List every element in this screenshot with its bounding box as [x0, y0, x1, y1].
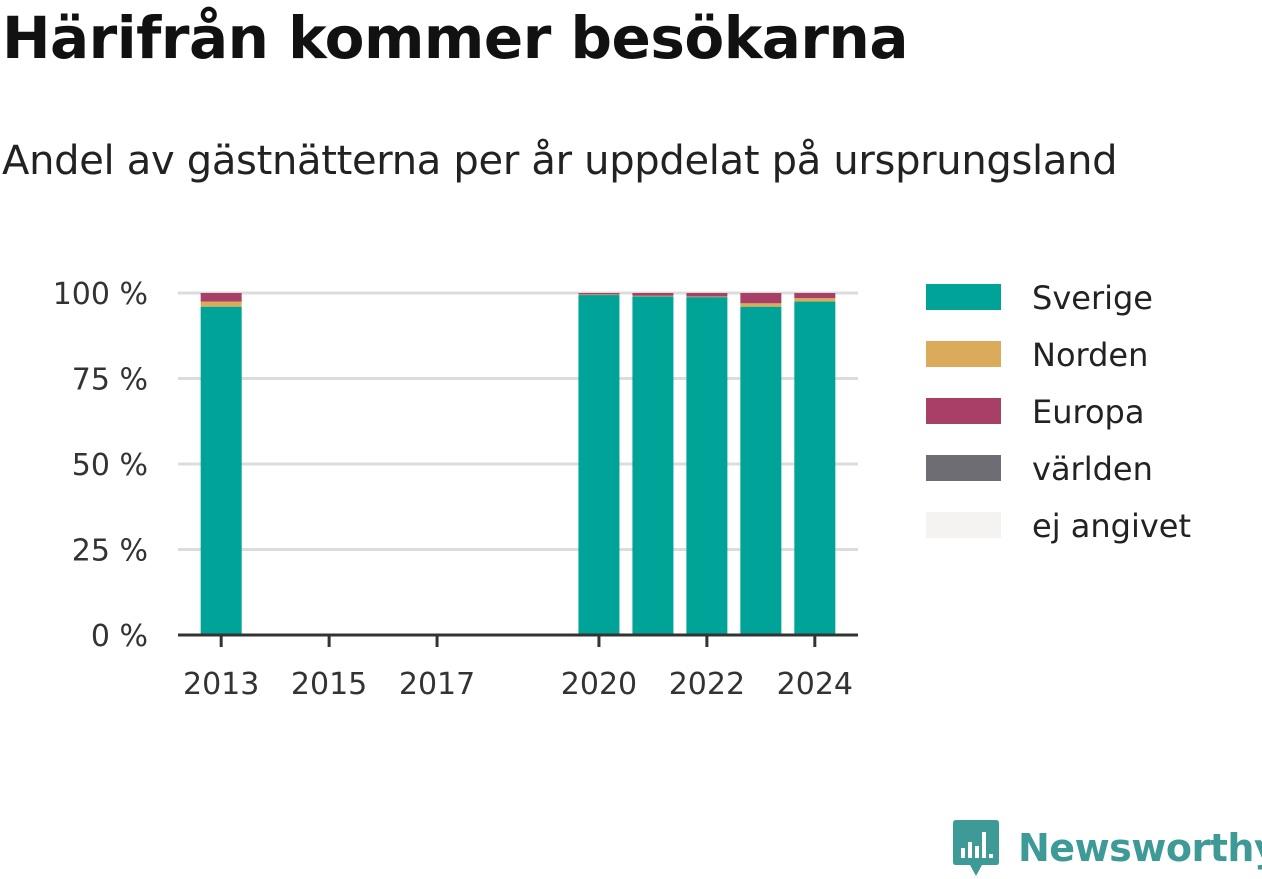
y-tick-label: 100 %: [53, 277, 148, 312]
bar-segment-norden: [794, 298, 836, 302]
x-tick-label: 2020: [561, 667, 637, 702]
chart-title: Härifrån kommer besökarna: [2, 4, 908, 72]
axes: 0 % 25 % 50 % 75 % 100 % 2013 2015 2017 2020 2022…: [53, 277, 858, 702]
bar-segment-sverige: [794, 301, 836, 635]
bar-segment-europa: [740, 293, 782, 304]
bar-segment-europa: [794, 293, 836, 299]
legend-swatch: [926, 455, 1001, 481]
bar-segment-norden: [632, 295, 674, 297]
brand-name: Newsworthy: [1018, 826, 1262, 870]
legend-swatch: [926, 512, 1001, 538]
bar-segment-europa: [686, 293, 728, 297]
legend-label: Sverige: [1032, 279, 1153, 317]
x-tick-label: 2024: [777, 667, 853, 702]
bar-segment-norden: [740, 303, 782, 307]
bar-segment-norden: [200, 301, 242, 307]
legend-label: Europa: [1032, 393, 1144, 431]
bar-segment-sverige: [632, 296, 674, 635]
legend: Sverige Norden Europa världen ej angivet: [926, 279, 1191, 545]
bar-segment-norden: [686, 296, 728, 298]
x-tick-label: 2015: [291, 667, 367, 702]
y-tick-label: 50 %: [72, 448, 148, 483]
x-tick-label: 2022: [669, 667, 745, 702]
bar-segment-sverige: [740, 306, 782, 635]
bar-segment-europa: [200, 293, 242, 302]
bar-segment-europa: [632, 293, 674, 296]
x-tick-label: 2017: [399, 667, 475, 702]
chart-subtitle: Andel av gästnätterna per år uppdelat på…: [2, 138, 1118, 184]
newsworthy-logo-icon: [953, 820, 999, 876]
x-tick-label: 2013: [183, 667, 259, 702]
bar-segment-sverige: [200, 306, 242, 635]
bar-segment-sverige: [578, 295, 620, 635]
legend-label: ej angivet: [1032, 507, 1191, 545]
newsworthy-logo: Newsworthy: [952, 818, 1262, 878]
legend-label: Norden: [1032, 336, 1148, 374]
bar-segment-europa: [578, 293, 620, 295]
bar-segment-norden: [578, 294, 620, 296]
bars: [200, 293, 836, 635]
legend-swatch: [926, 284, 1001, 310]
y-tick-label: 0 %: [91, 619, 148, 654]
bar-segment-sverige: [686, 297, 728, 635]
legend-label: världen: [1032, 450, 1153, 488]
y-tick-label: 25 %: [72, 534, 148, 569]
legend-swatch: [926, 398, 1001, 424]
legend-swatch: [926, 341, 1001, 367]
y-tick-label: 75 %: [72, 363, 148, 398]
